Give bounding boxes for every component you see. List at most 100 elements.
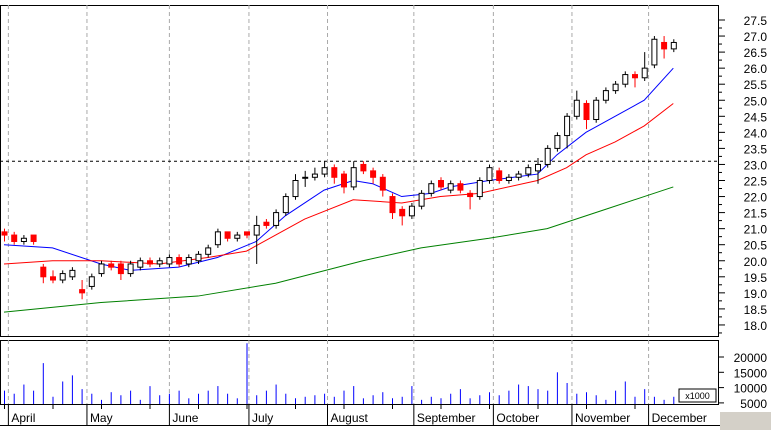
price-tick-label: 20.5 <box>744 239 768 253</box>
candle-up <box>205 244 212 258</box>
candle-body <box>59 273 66 281</box>
candle-body <box>486 167 493 182</box>
price-tick-label: 19.5 <box>744 271 768 285</box>
candle-body <box>302 176 309 179</box>
candle-body <box>137 260 144 268</box>
month-label: September <box>417 411 476 425</box>
volume-tick-label: 10000 <box>734 382 768 396</box>
price-tick-label: 20.0 <box>744 255 768 269</box>
volume-tick-label: 5000 <box>740 397 767 411</box>
month-label: August <box>331 411 369 425</box>
candle-down <box>661 36 668 59</box>
candle-body <box>224 231 231 239</box>
candle-up <box>535 158 541 184</box>
candle-up <box>602 87 609 104</box>
candle-down <box>496 167 503 184</box>
candle-up <box>292 174 299 200</box>
candle-down <box>30 234 37 245</box>
price-tick-label: 26.0 <box>744 62 768 76</box>
month-label: April <box>11 411 35 425</box>
candle-body <box>379 176 386 191</box>
candle-body <box>573 99 580 117</box>
candle-body <box>195 253 202 262</box>
candle-up <box>612 80 619 94</box>
candle-body <box>389 196 396 214</box>
candle-body <box>602 90 609 101</box>
candle-body <box>30 234 37 242</box>
candle-up <box>20 235 27 245</box>
candle-up <box>554 132 561 152</box>
candle-body <box>399 208 406 217</box>
candle-up <box>234 231 241 242</box>
volume-unit-box <box>678 388 717 403</box>
price-tick-label: 26.5 <box>744 46 768 60</box>
candle-up <box>185 254 192 268</box>
candle-down <box>263 219 270 229</box>
candle-up <box>651 36 658 69</box>
candle-body <box>311 173 318 178</box>
price-tick-label: 23.5 <box>744 142 768 156</box>
candle-down <box>399 206 406 226</box>
candle-up <box>59 270 66 284</box>
candle-down <box>79 280 86 300</box>
candle-up <box>505 174 512 184</box>
candle-up <box>670 39 677 53</box>
candle-down <box>457 180 464 194</box>
price-tick-label: 25.0 <box>744 94 768 108</box>
candle-up <box>156 257 163 268</box>
candle-body <box>418 192 425 207</box>
candle-up <box>476 177 483 200</box>
candle-body <box>282 196 289 214</box>
candle-body <box>622 74 629 85</box>
candle-body <box>292 180 299 198</box>
candle-body <box>176 257 183 265</box>
candle-up <box>166 254 173 268</box>
candle-body <box>331 167 338 178</box>
candle-up <box>564 113 571 149</box>
candle-down <box>389 193 396 220</box>
price-tick-label: 21.5 <box>744 207 768 221</box>
month-label: November <box>575 411 630 425</box>
volume-unit-label: x1000 <box>685 391 710 401</box>
price-tick-label: 19.0 <box>744 287 768 301</box>
price-tick-label: 24.0 <box>744 126 768 140</box>
candle-body <box>496 170 503 181</box>
candle-body <box>40 266 47 278</box>
candle-down <box>1 228 8 242</box>
candle-body <box>370 170 377 178</box>
candle-body <box>651 38 658 66</box>
candle-body <box>641 67 648 79</box>
candle-body <box>234 234 241 239</box>
candle-down <box>40 263 47 284</box>
candle-down <box>632 71 638 88</box>
candle-body <box>467 192 474 198</box>
candle-up <box>273 209 280 229</box>
price-tick-label: 18.0 <box>744 319 768 333</box>
candle-body <box>447 183 454 191</box>
candle-body <box>205 247 212 255</box>
candle-down <box>360 161 367 175</box>
candle-up <box>253 215 260 264</box>
candle-up <box>302 170 309 187</box>
candle-down <box>224 231 231 242</box>
candle-body <box>98 263 105 275</box>
candle-down <box>331 164 338 184</box>
candle-up <box>408 202 415 220</box>
candle-up <box>214 228 221 248</box>
candle-down <box>370 167 377 184</box>
candle-down <box>244 231 250 239</box>
candle-down <box>117 260 124 281</box>
candle-body <box>156 260 163 265</box>
candle-body <box>544 147 551 165</box>
candle-body <box>88 276 95 287</box>
candle-body <box>273 212 280 226</box>
candle-body <box>11 234 18 242</box>
candle-body <box>457 183 464 191</box>
candle-up <box>282 193 289 216</box>
candle-up <box>88 273 95 290</box>
candle-down <box>438 177 444 191</box>
candle-body <box>515 173 522 178</box>
candle-body <box>350 167 357 188</box>
